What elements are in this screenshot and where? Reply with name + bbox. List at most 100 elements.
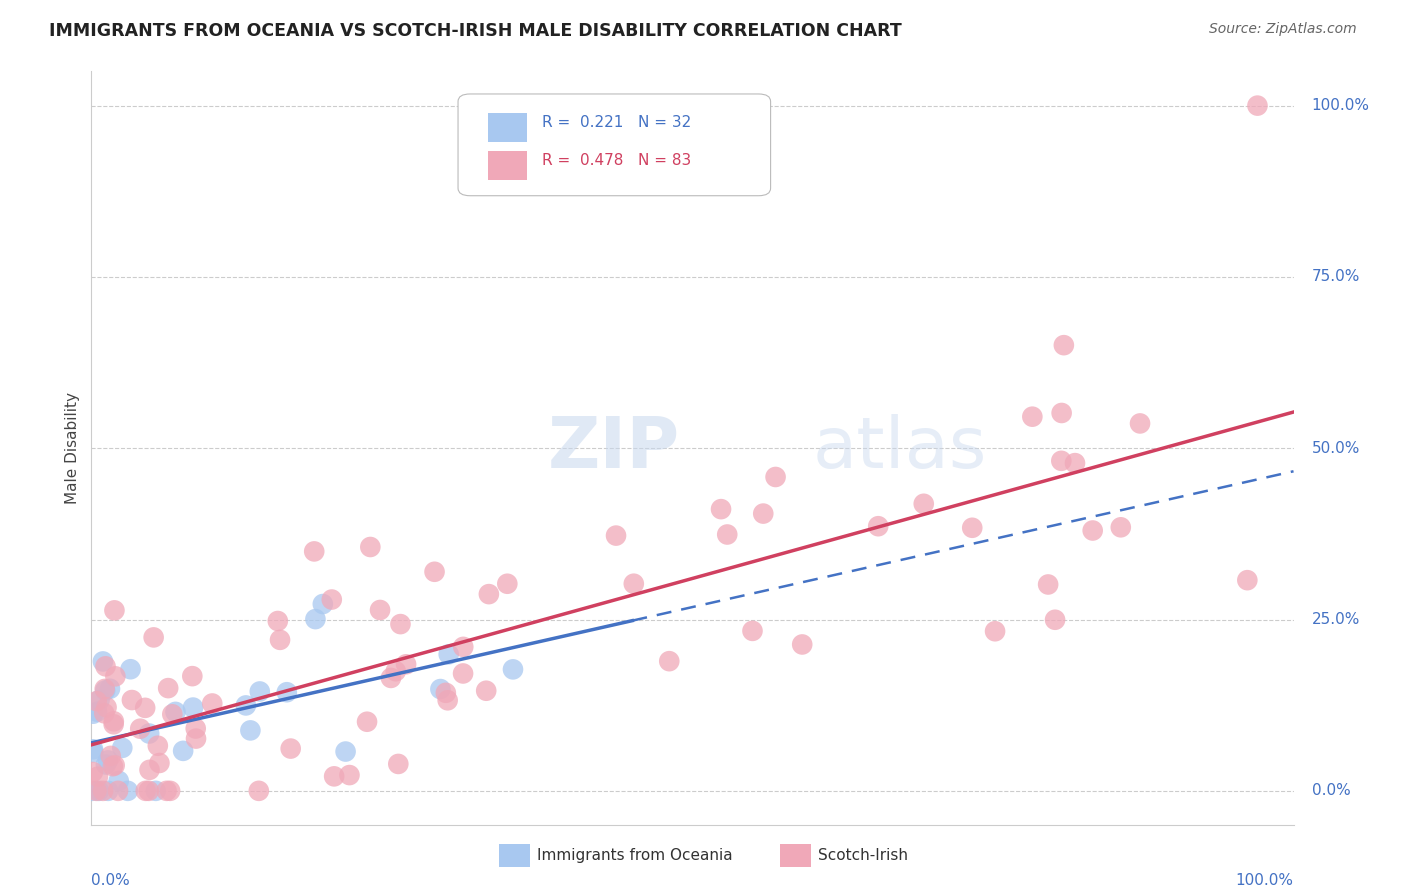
Point [960,521,983,535]
Point [184,722,207,736]
Text: 0.0%: 0.0% [91,873,131,888]
Point [82,764,104,779]
Point [98,681,121,696]
FancyBboxPatch shape [488,113,527,142]
Point [91,655,114,669]
Point [89,693,111,707]
Point [1236,573,1258,587]
Point [868,519,890,533]
Point [280,741,302,756]
Point [276,685,298,699]
Point [339,768,361,782]
Point [97,784,120,798]
Point [103,714,125,729]
Point [101,759,124,773]
Point [121,693,143,707]
Point [269,632,291,647]
Point [1053,338,1076,352]
Point [94,757,117,772]
Point [103,717,125,731]
Point [142,631,165,645]
Point [389,617,412,632]
Text: IMMIGRANTS FROM OCEANIA VS SCOTCH-IRISH MALE DISABILITY CORRELATION CHART: IMMIGRANTS FROM OCEANIA VS SCOTCH-IRISH … [49,22,903,40]
Point [359,540,381,554]
Point [135,784,157,798]
Point [93,681,115,696]
Point [96,700,118,714]
Point [82,745,104,759]
Point [107,773,129,788]
Point [1064,456,1087,470]
Text: atlas: atlas [813,414,987,483]
Point [249,684,271,698]
Point [1050,454,1073,468]
Point [172,744,194,758]
Point [107,784,129,798]
Point [710,502,733,516]
Text: Source: ZipAtlas.com: Source: ZipAtlas.com [1209,22,1357,37]
Point [451,666,474,681]
Point [1081,524,1104,538]
Point [157,681,180,695]
Point [87,770,110,784]
Point [434,686,457,700]
Point [1021,409,1043,424]
Point [87,784,110,798]
Text: 100.0%: 100.0% [1236,873,1294,888]
Point [82,706,104,721]
Point [304,612,326,626]
Point [247,784,270,798]
Point [138,726,160,740]
Point [984,624,1007,639]
Text: 50.0%: 50.0% [1312,441,1360,456]
Point [82,742,104,756]
Text: Scotch-Irish: Scotch-Irish [818,848,908,863]
Point [1050,406,1073,420]
Text: 0.0%: 0.0% [1312,783,1350,798]
Point [104,669,127,683]
Point [384,664,406,678]
Point [321,592,343,607]
Point [765,470,787,484]
Point [741,624,763,638]
Point [80,784,103,798]
Point [117,784,139,798]
Point [451,640,474,654]
Point [129,722,152,736]
Point [502,662,524,676]
Point [100,748,122,763]
Point [496,576,519,591]
Point [94,683,117,698]
Point [94,659,117,673]
Point [478,587,501,601]
Text: 25.0%: 25.0% [1312,612,1360,627]
Point [134,701,156,715]
Point [605,528,627,542]
Point [335,745,357,759]
Point [146,739,169,753]
Point [201,697,224,711]
Point [1109,520,1132,534]
Point [162,707,184,722]
Text: 100.0%: 100.0% [1312,98,1369,113]
Point [1043,613,1066,627]
Text: Immigrants from Oceania: Immigrants from Oceania [537,848,733,863]
Text: R =  0.478   N = 83: R = 0.478 N = 83 [543,153,692,168]
Point [97,753,120,767]
Point [235,698,257,713]
Y-axis label: Male Disability: Male Disability [65,392,80,504]
Point [437,648,460,662]
Point [184,731,207,746]
Point [658,654,681,668]
Point [86,694,108,708]
Text: ZIP: ZIP [548,414,681,483]
Point [323,769,346,783]
Point [380,671,402,685]
Point [1129,417,1152,431]
Point [239,723,262,738]
Point [716,527,738,541]
Point [181,700,204,714]
Point [623,576,645,591]
Point [356,714,378,729]
Point [103,603,125,617]
